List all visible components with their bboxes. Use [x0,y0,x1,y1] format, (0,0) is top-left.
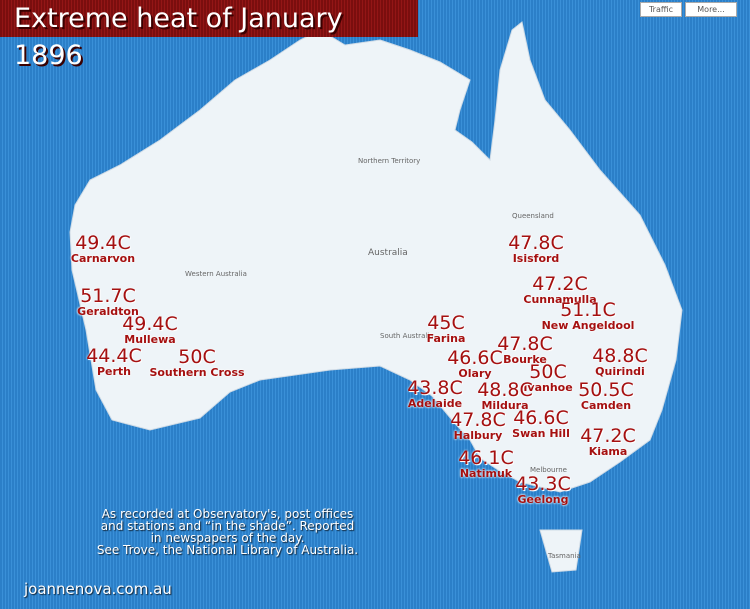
place-name: Mullewa [124,333,176,346]
temperature-value: 45C [427,312,465,334]
temperature-marker: 44.4C Perth [86,346,142,378]
place-name: Quirindi [595,365,645,378]
place-name: Camden [580,399,632,412]
temperature-marker: 45C Farina [427,313,466,345]
place-name: Kiama [588,445,628,458]
temperature-value: 47.8C [450,409,506,431]
temperature-value: 48.8C [477,379,533,401]
temperature-marker: 47.8C Bourke [497,334,553,366]
temperature-value: 46.1C [458,447,514,469]
place-name: Perth [96,365,132,378]
place-name: Natimuk [459,467,513,480]
temperature-marker: 47.8C Halbury [450,410,506,442]
place-name: Geraldton [77,305,139,318]
temperature-marker: 46.6C Olary [447,348,503,380]
temperature-marker: 48.8C Mildura [477,380,533,412]
temperature-value: 51.1C [560,299,616,321]
place-name: Olary [458,367,492,380]
temperature-marker: 46.6C Swan Hill [512,408,570,440]
note-line: and stations and “in the shade”. Reporte… [100,519,355,533]
label-tasmania: Tasmania [548,552,581,560]
place-name: Halbury [453,429,503,442]
place-name: Farina [426,332,466,345]
temperature-value: 47.2C [580,425,636,447]
temperature-marker: 43.3C Geelong [515,474,571,506]
temperature-marker: 51.7C Geraldton [77,286,139,318]
temperature-value: 46.6C [513,407,569,429]
place-name: New Angeldool [541,319,635,332]
temperature-value: 44.4C [86,345,142,367]
temperature-value: 49.4C [75,232,131,254]
note-line: in newspapers of the day. [150,531,305,545]
label-melbourne: Melbourne [530,466,567,474]
temperature-marker: 47.8C Isisford [508,233,564,265]
place-name: Adelaide [407,397,463,410]
temperature-value: 51.7C [80,285,136,307]
temperature-marker: 50C Southern Cross [149,347,244,379]
temperature-value: 47.2C [532,273,588,295]
temperature-marker: 43.8C Adelaide [407,378,463,410]
temperature-value: 47.8C [508,232,564,254]
map-title: Extreme heat of January 1896 [0,0,418,71]
temperature-marker: 47.2C Kiama [580,426,636,458]
temperature-value: 43.8C [407,377,463,399]
mainland-shape [69,21,683,493]
label-northern-territory: Northern Territory [358,157,421,165]
place-name: Swan Hill [512,427,570,440]
place-name: Isisford [512,252,560,265]
temperature-value: 50C [529,361,567,383]
place-name: Cunnamulla [523,293,597,306]
label-australia: Australia [368,248,408,258]
place-name: Geelong [517,493,569,506]
temperature-value: 50.5C [578,379,634,401]
place-name: Carnarvon [70,252,136,265]
temperature-value: 48.8C [592,345,648,367]
place-name: Ivanhoe [523,381,573,394]
source-note: As recorded at Observatory's, post offic… [70,508,385,556]
temperature-marker: 49.4C Mullewa [122,314,178,346]
temperature-value: 43.3C [515,473,571,495]
site-credit: joannenova.com.au [24,580,172,598]
temperature-value: 46.6C [447,347,503,369]
temperature-marker: 46.1C Natimuk [458,448,514,480]
label-western-australia: Western Australia [185,270,247,278]
temperature-marker: 49.4C Carnarvon [71,233,135,265]
note-line: See Trove, the National Library of Austr… [96,543,359,557]
tasmania-shape [539,529,583,573]
temperature-value: 50C [178,346,216,368]
temperature-value: 49.4C [122,313,178,335]
place-name: Bourke [503,353,547,366]
temperature-marker: 50.5C Camden [578,380,634,412]
temperature-marker: 51.1C New Angeldool [542,300,635,332]
label-queensland: Queensland [512,212,554,220]
temperature-marker: 50C Ivanhoe [523,362,572,394]
more-button[interactable]: More... [685,2,737,17]
note-line: As recorded at Observatory's, post offic… [101,507,354,521]
temperature-value: 47.8C [497,333,553,355]
place-name: Southern Cross [149,366,245,379]
temperature-marker: 48.8C Quirindi [592,346,648,378]
place-name: Mildura [481,399,529,412]
temperature-marker: 47.2C Cunnamulla [523,274,596,306]
label-south-australia: South Australia [380,332,434,340]
traffic-button[interactable]: Traffic [640,2,682,17]
